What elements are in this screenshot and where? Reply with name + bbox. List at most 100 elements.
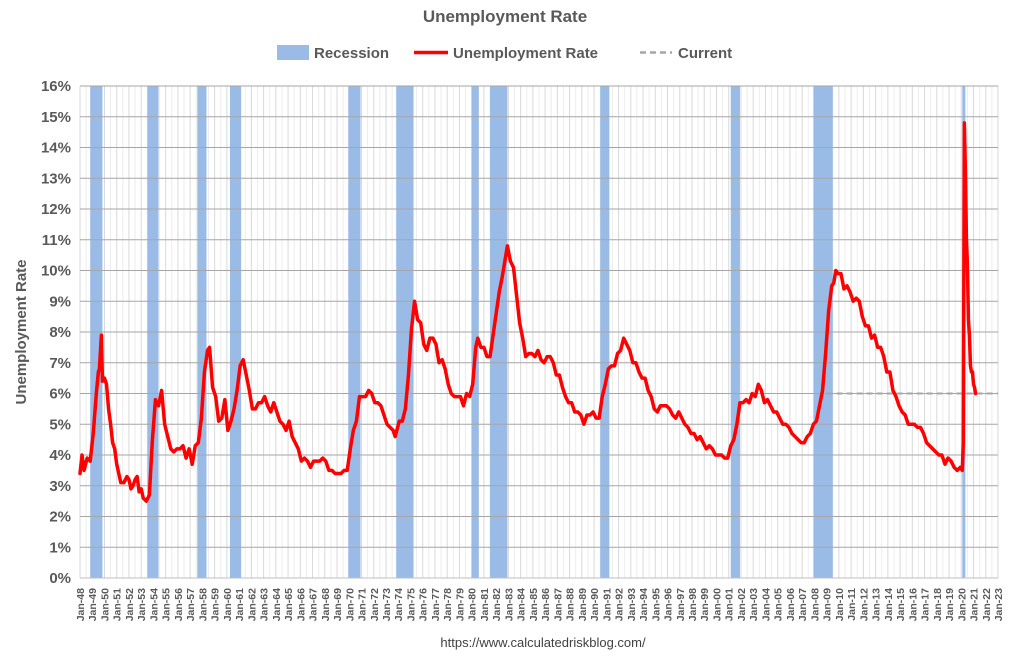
- y-tick-label: 12%: [41, 201, 71, 218]
- x-tick-label: Jan-65: [283, 588, 295, 621]
- y-tick-label: 9%: [49, 293, 71, 310]
- x-tick-label: Jan-98: [687, 588, 699, 621]
- x-tick-label: Jan-18: [932, 588, 944, 621]
- x-tick-label: Jan-93: [626, 588, 638, 621]
- x-tick-label: Jan-61: [234, 588, 246, 621]
- x-tick-label: Jan-64: [271, 588, 283, 621]
- x-tick-label: Jan-81: [479, 588, 491, 621]
- legend-current-label: Current: [678, 45, 732, 62]
- x-tick-label: Jan-96: [663, 588, 675, 621]
- x-tick-label: Jan-80: [467, 588, 479, 621]
- x-tick-label: Jan-79: [454, 588, 466, 621]
- x-tick-label: Jan-99: [699, 588, 711, 621]
- x-tick-label: Jan-75: [405, 588, 417, 621]
- y-tick-label: 4%: [49, 447, 71, 464]
- x-tick-label: Jan-14: [883, 588, 895, 621]
- y-tick-label: 1%: [49, 539, 71, 556]
- x-tick-label: Jan-03: [748, 588, 760, 621]
- y-tick-label: 6%: [49, 386, 71, 403]
- x-tick-label: Jan-91: [601, 588, 613, 621]
- x-tick-label: Jan-05: [773, 588, 785, 621]
- x-tick-label: Jan-68: [320, 588, 332, 621]
- x-tick-label: Jan-01: [724, 588, 736, 621]
- x-tick-label: Jan-88: [565, 588, 577, 621]
- x-tick-label: Jan-85: [528, 588, 540, 621]
- unemployment-series: [78, 121, 978, 503]
- y-tick-label: 8%: [49, 324, 71, 341]
- x-tick-label: Jan-89: [577, 588, 589, 621]
- x-tick-label: Jan-97: [675, 588, 687, 621]
- legend-recession-swatch: [277, 45, 309, 60]
- y-axis-ticks: 0% 1% 2% 3% 4% 5% 6% 7% 8% 9% 10% 11% 12% 13% 14% 15% 16…: [41, 78, 71, 587]
- y-tick-label: 14%: [41, 140, 71, 157]
- x-tick-label: Jan-63: [259, 588, 271, 621]
- x-tick-label: Jan-22: [981, 588, 993, 621]
- horizontal-gridlines: [80, 85, 998, 579]
- x-tick-label: Jan-10: [834, 588, 846, 621]
- x-tick-label: Jan-15: [895, 588, 907, 621]
- x-tick-label: Jan-06: [785, 588, 797, 621]
- x-tick-label: Jan-53: [136, 588, 148, 621]
- x-tick-label: Jan-16: [907, 588, 919, 621]
- x-tick-label: Jan-83: [503, 588, 515, 621]
- y-axis-label: Unemployment Rate: [13, 259, 30, 404]
- x-tick-label: Jan-12: [858, 588, 870, 621]
- legend-unemployment-label: Unemployment Rate: [453, 45, 598, 62]
- x-tick-label: Jan-86: [540, 588, 552, 621]
- x-tick-label: Jan-78: [442, 588, 454, 621]
- x-tick-label: Jan-11: [846, 588, 858, 621]
- x-tick-label: Jan-23: [993, 588, 1005, 621]
- x-tick-label: Jan-08: [809, 588, 821, 621]
- y-tick-label: 13%: [41, 170, 71, 187]
- unemployment-rate-line: [78, 121, 978, 503]
- x-tick-label: Jan-94: [638, 588, 650, 621]
- chart-title: Unemployment Rate: [423, 7, 587, 26]
- x-tick-label: Jan-52: [124, 588, 136, 621]
- x-tick-label: Jan-76: [418, 588, 430, 621]
- x-tick-label: Jan-72: [369, 588, 381, 621]
- source-url: https://www.calculatedriskblog.com/: [440, 635, 646, 650]
- x-tick-label: Jan-92: [614, 588, 626, 621]
- x-tick-label: Jan-55: [161, 588, 173, 621]
- x-tick-label: Jan-66: [295, 588, 307, 621]
- y-tick-label: 11%: [42, 232, 71, 249]
- x-tick-label: Jan-50: [99, 588, 111, 621]
- y-tick-label: 16%: [41, 78, 71, 95]
- x-axis-ticks: Jan-48 Jan-49 Jan-50 Jan-51 Jan-52 Jan-53 Jan-…: [75, 588, 1005, 621]
- x-tick-label: Jan-84: [516, 588, 528, 621]
- x-tick-label: Jan-70: [344, 588, 356, 621]
- x-tick-label: Jan-82: [491, 588, 503, 621]
- x-tick-label: Jan-87: [552, 588, 564, 621]
- x-tick-label: Jan-09: [822, 588, 834, 621]
- x-tick-label: Jan-17: [920, 588, 932, 621]
- x-tick-label: Jan-51: [112, 588, 124, 621]
- x-tick-label: Jan-48: [75, 588, 87, 621]
- x-tick-label: Jan-71: [357, 588, 369, 621]
- x-tick-label: Jan-19: [944, 588, 956, 621]
- x-tick-label: Jan-69: [332, 588, 344, 621]
- y-tick-label: 15%: [41, 109, 71, 126]
- legend-recession-label: Recession: [314, 45, 389, 62]
- x-tick-label: Jan-13: [871, 588, 883, 621]
- x-tick-label: Jan-77: [430, 588, 442, 621]
- x-tick-label: Jan-21: [969, 588, 981, 621]
- y-tick-label: 3%: [49, 478, 71, 495]
- x-tick-label: Jan-20: [956, 588, 968, 621]
- x-tick-label: Jan-54: [148, 588, 160, 621]
- y-tick-label: 7%: [49, 355, 71, 372]
- y-tick-label: 5%: [49, 416, 71, 433]
- x-tick-label: Jan-62: [246, 588, 258, 621]
- y-tick-label: 2%: [49, 509, 71, 526]
- x-tick-label: Jan-60: [222, 588, 234, 621]
- x-tick-label: Jan-74: [393, 588, 405, 621]
- y-tick-label: 0%: [49, 570, 71, 587]
- x-tick-label: Jan-00: [711, 588, 723, 621]
- x-tick-label: Jan-56: [173, 588, 185, 621]
- x-tick-label: Jan-07: [797, 588, 809, 621]
- x-tick-label: Jan-02: [736, 588, 748, 621]
- x-tick-label: Jan-49: [87, 588, 99, 621]
- x-tick-label: Jan-59: [210, 588, 222, 621]
- x-tick-label: Jan-95: [650, 588, 662, 621]
- x-tick-label: Jan-90: [589, 588, 601, 621]
